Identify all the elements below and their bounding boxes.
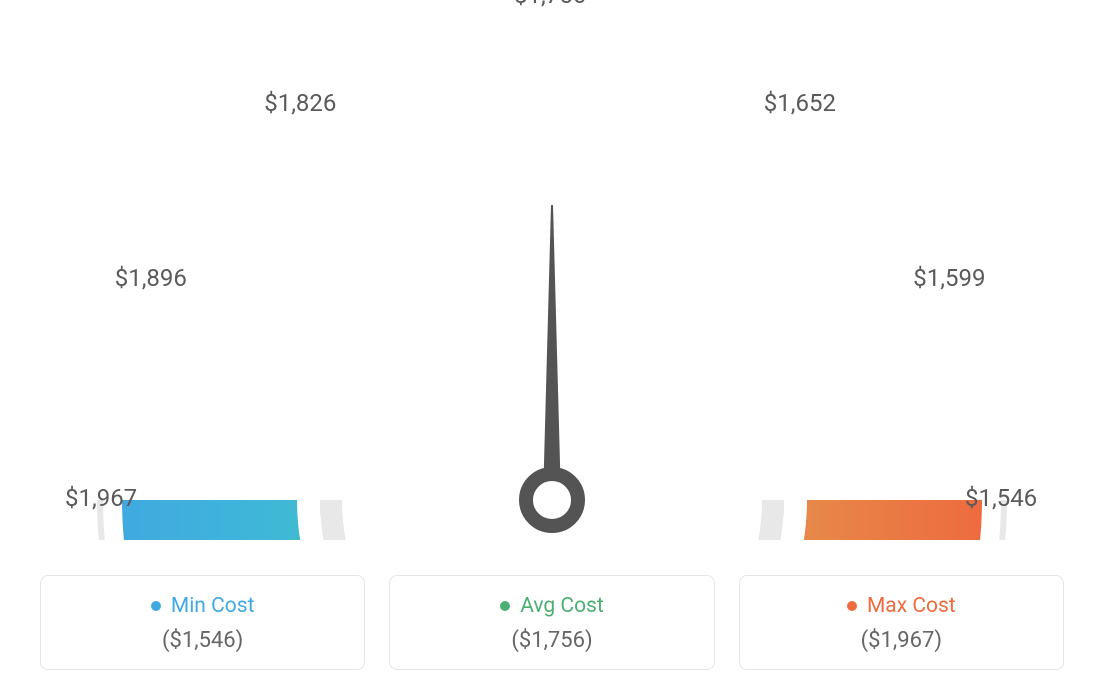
legend-value-max: ($1,967): [740, 628, 1063, 653]
gauge-tick-label: $1,652: [764, 89, 836, 117]
gauge-tick-label: $1,826: [264, 89, 336, 117]
legend-card-max: Max Cost ($1,967): [739, 575, 1064, 670]
dot-max: [847, 601, 857, 611]
legend-value-avg: ($1,756): [390, 628, 713, 653]
cost-gauge: $1,546 $1,599 $1,652 $1,756 $1,826 $1,896 $1,9…: [0, 0, 1104, 540]
legend-value-min: ($1,546): [41, 628, 364, 653]
legend-card-min: Min Cost ($1,546): [40, 575, 365, 670]
gauge-tick-label: $1,599: [913, 264, 985, 292]
dot-avg: [500, 601, 510, 611]
legend-label-max: Max Cost: [867, 594, 956, 618]
legend-label-min: Min Cost: [171, 594, 255, 618]
legend-row: Min Cost ($1,546) Avg Cost ($1,756) Max …: [40, 575, 1064, 670]
gauge-tick-label: $1,896: [115, 264, 187, 292]
gauge-tick-label: $1,756: [514, 0, 586, 9]
legend-label-avg: Avg Cost: [520, 594, 604, 618]
gauge-tick-label: $1,967: [65, 484, 137, 512]
legend-card-avg: Avg Cost ($1,756): [389, 575, 714, 670]
dot-min: [151, 601, 161, 611]
gauge-tick-label: $1,546: [965, 484, 1037, 512]
